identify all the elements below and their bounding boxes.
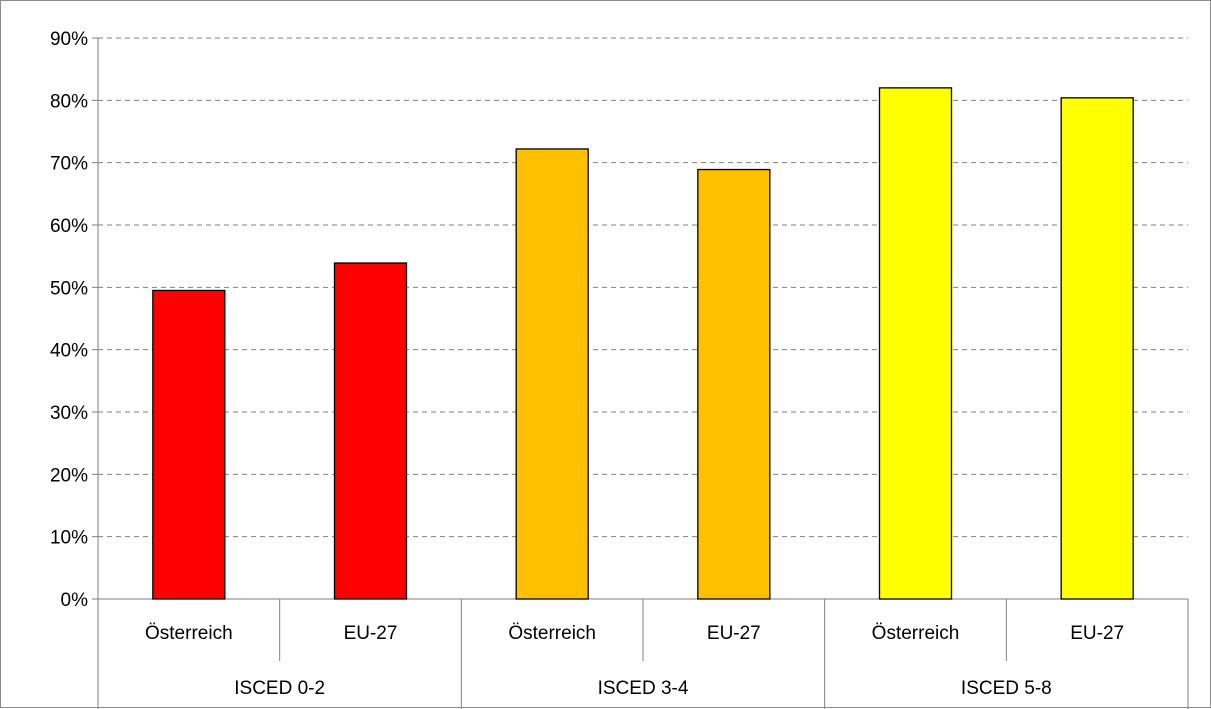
category-label: EU-27 (1070, 623, 1124, 644)
y-tick-label: 90% (50, 29, 88, 50)
y-tick-label: 30% (50, 403, 88, 424)
y-tick-label: 0% (61, 590, 89, 611)
bar (333, 262, 408, 600)
y-tick-label: 10% (50, 528, 88, 549)
category-label: EU-27 (344, 623, 398, 644)
bar (1060, 97, 1134, 600)
bar (515, 148, 589, 600)
group-label: ISCED 3-4 (598, 678, 689, 699)
y-tick-label: 20% (50, 465, 88, 486)
y-tick-label: 50% (50, 278, 88, 299)
bar (152, 289, 226, 600)
y-tick-label: 40% (50, 341, 88, 362)
category-label: EU-27 (707, 623, 761, 644)
y-tick-label: 60% (50, 216, 88, 237)
group-label: ISCED 0-2 (234, 678, 325, 699)
y-tick-label: 70% (50, 154, 88, 175)
category-label: Österreich (872, 623, 960, 644)
bar (697, 168, 771, 600)
bar (878, 87, 953, 600)
group-label: ISCED 5-8 (961, 678, 1052, 699)
category-label: Österreich (145, 623, 233, 644)
category-label: Österreich (508, 623, 596, 644)
y-tick-label: 80% (50, 91, 88, 112)
